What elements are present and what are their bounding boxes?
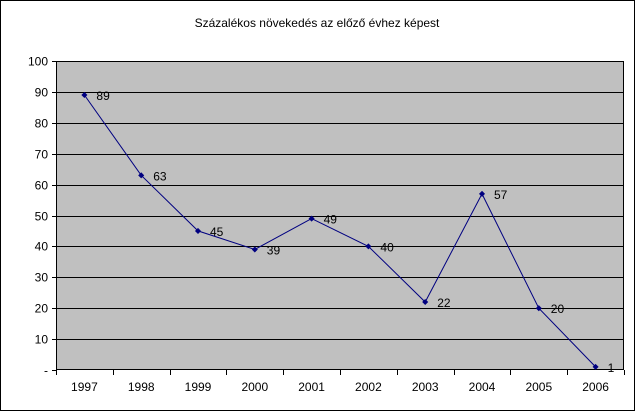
y-tick-label: 100 <box>28 55 48 69</box>
chart-title: Százalékos növekedés az előző évhez képe… <box>195 16 440 30</box>
y-tick-label: 10 <box>35 333 49 347</box>
data-label: 63 <box>153 169 167 183</box>
series-group <box>81 91 599 370</box>
y-tick-label: 40 <box>35 240 49 254</box>
x-tick-label: 1999 <box>185 380 212 394</box>
x-axis-tick-labels: 1997 1998 1999 2000 2001 2002 2003 2004 2005 2006 <box>71 380 609 394</box>
data-label: 1 <box>608 361 615 375</box>
data-point-marker <box>365 243 372 250</box>
x-tick-label: 2000 <box>241 380 268 394</box>
data-point-marker <box>138 172 145 179</box>
x-tick-label: 2002 <box>355 380 382 394</box>
plot-area <box>52 61 625 375</box>
data-point-marker <box>194 227 202 234</box>
data-point-marker <box>592 363 599 370</box>
data-label: 45 <box>210 225 224 239</box>
plot-background <box>56 61 624 370</box>
x-tick-label: 1998 <box>128 380 155 394</box>
x-tick-label: 2003 <box>412 380 439 394</box>
y-tick-label: 80 <box>35 117 49 131</box>
data-point-marker <box>308 215 315 222</box>
y-tick-label: 90 <box>35 86 49 100</box>
data-label: 89 <box>96 89 110 103</box>
data-point-marker <box>81 91 88 99</box>
x-tick-label: 2001 <box>298 380 325 394</box>
plot-frame <box>56 61 624 370</box>
x-tick-label: 2006 <box>582 380 609 394</box>
data-label: 22 <box>437 296 451 310</box>
y-tick-label: 30 <box>35 271 49 285</box>
x-tick-label: 2004 <box>469 380 496 394</box>
data-label: 20 <box>551 302 565 316</box>
data-point-marker <box>535 305 542 312</box>
data-point-marker <box>422 298 429 306</box>
data-label: 39 <box>267 243 281 257</box>
data-point-marker <box>478 190 486 197</box>
y-tick-label: 50 <box>35 210 49 224</box>
x-tick-label: 2005 <box>525 380 552 394</box>
y-tick-label: - <box>44 364 48 378</box>
data-labels: 89 63 45 39 49 40 22 57 20 1 <box>96 89 614 375</box>
data-label: 57 <box>494 188 508 202</box>
y-axis-tick-labels: - 10 20 30 40 50 60 70 80 90 100 <box>28 55 48 378</box>
y-tick-label: 20 <box>35 302 49 316</box>
y-tick-label: 60 <box>35 179 49 193</box>
series-line <box>83 94 596 368</box>
y-tick-label: 70 <box>35 148 49 162</box>
data-point-marker <box>251 246 258 253</box>
data-label: 49 <box>324 213 338 227</box>
x-tick-label: 1997 <box>71 380 98 394</box>
data-label: 40 <box>380 240 394 254</box>
